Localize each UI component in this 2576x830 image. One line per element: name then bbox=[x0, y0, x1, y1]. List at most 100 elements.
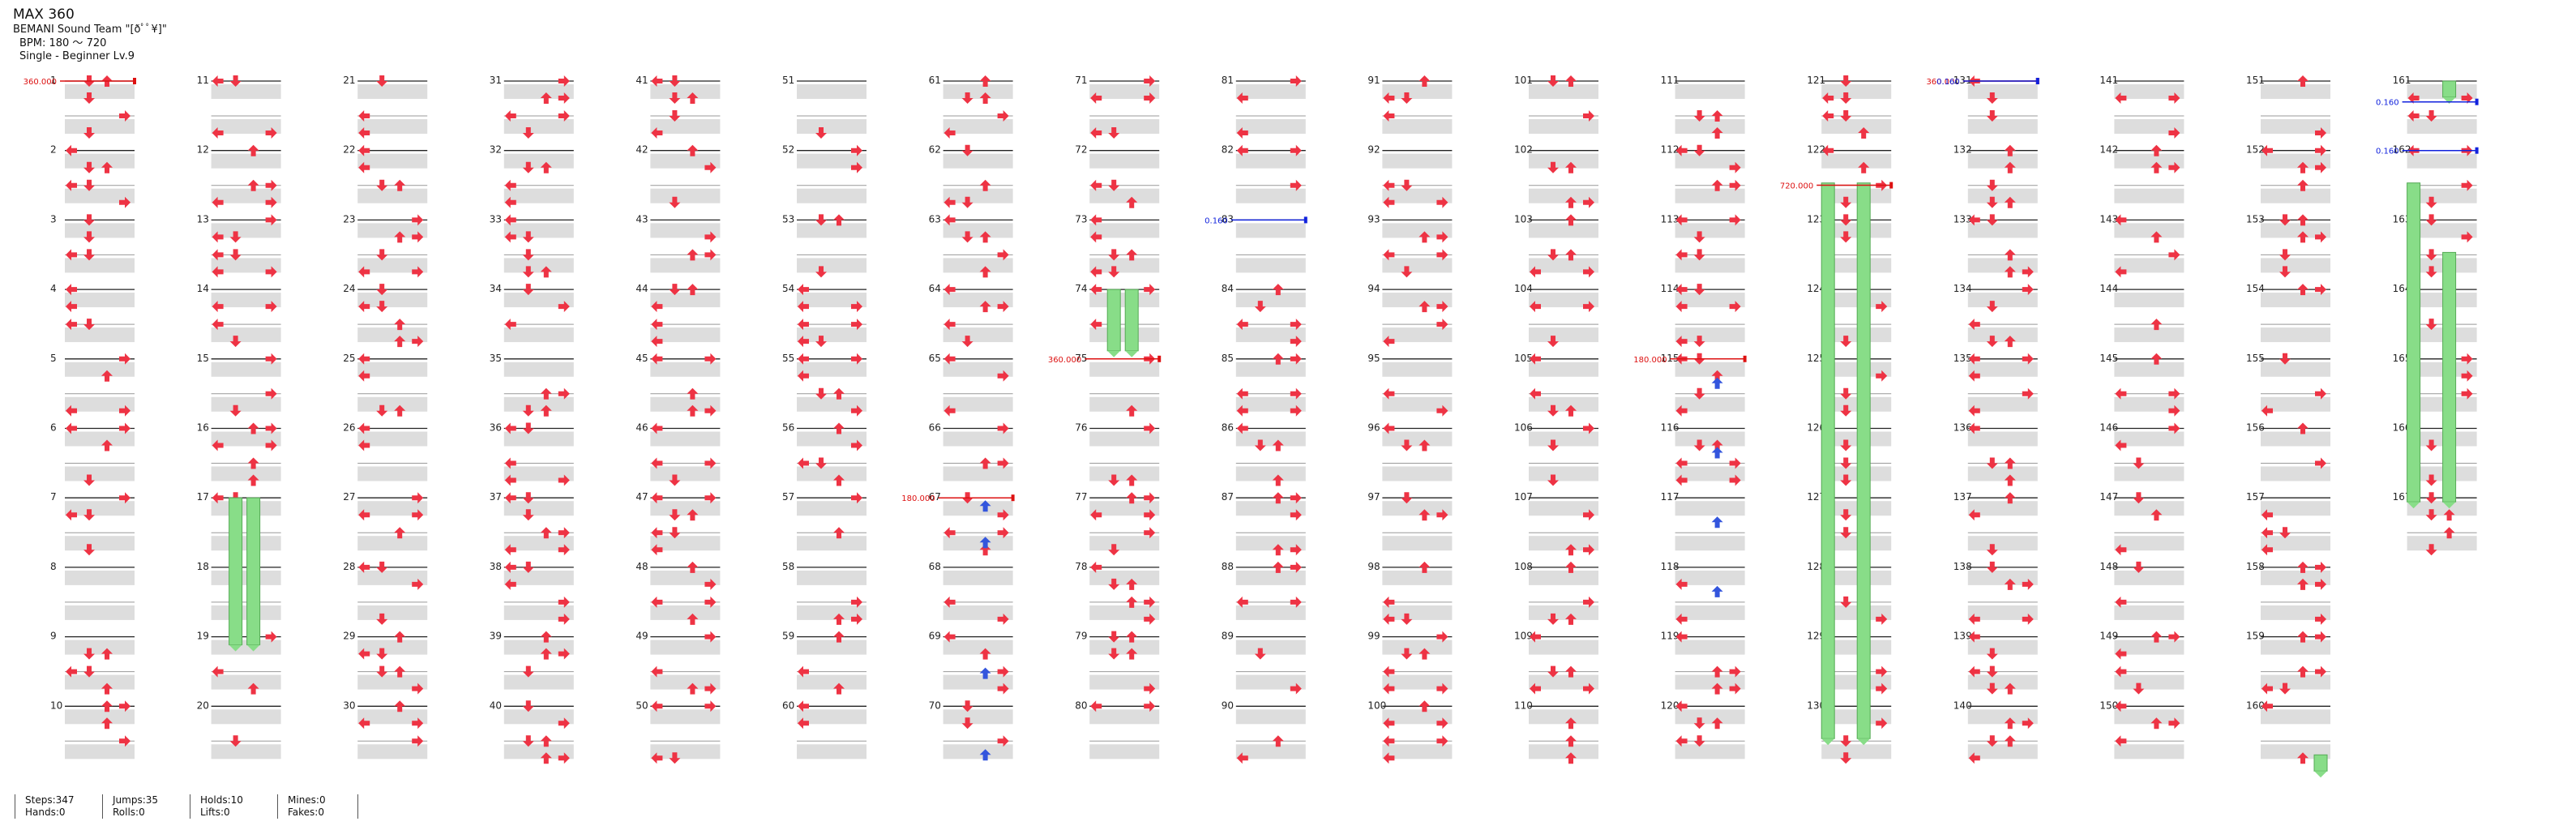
up-arrow bbox=[1272, 353, 1284, 365]
hold-tail bbox=[2314, 771, 2327, 778]
arrow-shape bbox=[1126, 631, 1138, 643]
down-arrow bbox=[2425, 196, 2437, 208]
left-arrow bbox=[2115, 665, 2127, 678]
arrow-shape bbox=[2297, 214, 2309, 226]
arrow-shape bbox=[358, 127, 370, 139]
arrow-shape bbox=[2168, 422, 2180, 434]
down-arrow bbox=[1401, 492, 1413, 504]
measure-number: 93 bbox=[1367, 213, 1380, 225]
right-arrow bbox=[1729, 682, 1741, 695]
down-arrow bbox=[1547, 474, 1559, 486]
arrow-shape bbox=[651, 492, 663, 504]
arrow-shape bbox=[1272, 492, 1284, 504]
measure-shade bbox=[650, 188, 721, 203]
arrow-shape bbox=[2133, 561, 2145, 573]
measure-shade bbox=[797, 84, 867, 99]
right-arrow bbox=[119, 110, 131, 122]
arrow-shape bbox=[1729, 161, 1741, 173]
up-arrow bbox=[1272, 439, 1284, 451]
arrow-shape bbox=[83, 214, 95, 226]
measure-number: 77 bbox=[1075, 491, 1087, 503]
difficulty-label: Single - Beginner Lv.9 bbox=[19, 49, 135, 62]
arrow-shape bbox=[504, 474, 516, 486]
up-arrow bbox=[1272, 474, 1284, 486]
up-arrow bbox=[833, 631, 845, 643]
right-arrow bbox=[558, 717, 570, 729]
measure-shade bbox=[1235, 119, 1306, 134]
arrow-shape bbox=[651, 457, 663, 469]
arrow-shape bbox=[540, 735, 552, 747]
measure-shade bbox=[1235, 153, 1306, 169]
arrow-shape bbox=[1583, 422, 1594, 434]
up-arrow bbox=[540, 648, 552, 660]
arrow-shape bbox=[540, 387, 552, 400]
measure-number: 13 bbox=[197, 213, 209, 225]
right-arrow bbox=[1729, 665, 1741, 678]
up-arrow bbox=[394, 319, 406, 331]
measure-shade bbox=[2114, 396, 2184, 412]
measure-shade bbox=[2261, 293, 2330, 308]
arrow-shape bbox=[2443, 527, 2455, 539]
left-arrow bbox=[651, 457, 663, 469]
arrow-shape bbox=[851, 439, 862, 451]
arrow-shape bbox=[1383, 735, 1395, 747]
measure-shade bbox=[2261, 466, 2330, 481]
measure-shade bbox=[211, 501, 281, 516]
arrow-shape bbox=[704, 700, 717, 712]
bpm-marker-tick bbox=[1743, 355, 1747, 362]
measure-shade bbox=[650, 744, 721, 759]
left-arrow bbox=[2261, 544, 2273, 556]
right-arrow bbox=[1436, 196, 1448, 208]
down-arrow bbox=[1108, 127, 1120, 139]
left-arrow bbox=[1090, 179, 1102, 191]
right-arrow bbox=[1144, 509, 1156, 521]
arrow-shape bbox=[1968, 665, 1980, 678]
up-arrow bbox=[687, 249, 699, 261]
down-arrow bbox=[522, 404, 534, 417]
left-arrow bbox=[212, 665, 224, 678]
measure-shade bbox=[1967, 640, 2038, 655]
left-arrow bbox=[651, 544, 663, 556]
measure-number: 96 bbox=[1367, 422, 1380, 434]
arrow-shape bbox=[2115, 439, 2127, 451]
measure-shade bbox=[2407, 536, 2477, 551]
right-arrow bbox=[558, 474, 570, 486]
arrow-shape bbox=[540, 527, 552, 539]
measure-shade bbox=[2261, 153, 2330, 169]
arrow-shape bbox=[1290, 561, 1302, 573]
down-arrow bbox=[1840, 196, 1852, 208]
arrow-shape bbox=[2115, 387, 2127, 400]
right-arrow bbox=[1436, 631, 1448, 643]
right-arrow bbox=[997, 509, 1009, 521]
left-arrow bbox=[66, 319, 77, 331]
arrow-shape bbox=[1419, 439, 1431, 451]
down-arrow bbox=[961, 144, 973, 156]
right-arrow bbox=[558, 596, 570, 608]
right-arrow bbox=[704, 596, 717, 608]
right-arrow bbox=[412, 509, 424, 521]
down-arrow bbox=[376, 665, 388, 678]
arrow-shape bbox=[1090, 179, 1102, 191]
arrow-shape bbox=[504, 179, 516, 191]
up-arrow bbox=[1565, 404, 1577, 417]
arrow-shape bbox=[1144, 613, 1156, 625]
arrow-shape bbox=[265, 422, 277, 434]
measure-number: 15 bbox=[197, 353, 209, 364]
measure-number: 137 bbox=[1953, 491, 1972, 503]
arrow-shape bbox=[2168, 631, 2180, 643]
up-arrow bbox=[1565, 561, 1577, 573]
arrow-shape bbox=[979, 667, 991, 679]
arrow-shape bbox=[1436, 404, 1448, 417]
arrow-shape bbox=[1436, 196, 1448, 208]
right-arrow bbox=[1290, 75, 1302, 87]
right-arrow bbox=[997, 527, 1009, 539]
arrow-shape bbox=[101, 682, 113, 695]
arrow-shape bbox=[119, 404, 131, 417]
arrow-shape bbox=[558, 474, 570, 486]
measure-shade bbox=[1821, 744, 1892, 759]
right-arrow bbox=[1436, 301, 1448, 313]
arrow-shape bbox=[1383, 92, 1395, 104]
left-arrow bbox=[212, 439, 224, 451]
arrow-shape bbox=[944, 196, 956, 208]
arrow-shape bbox=[1383, 249, 1395, 261]
